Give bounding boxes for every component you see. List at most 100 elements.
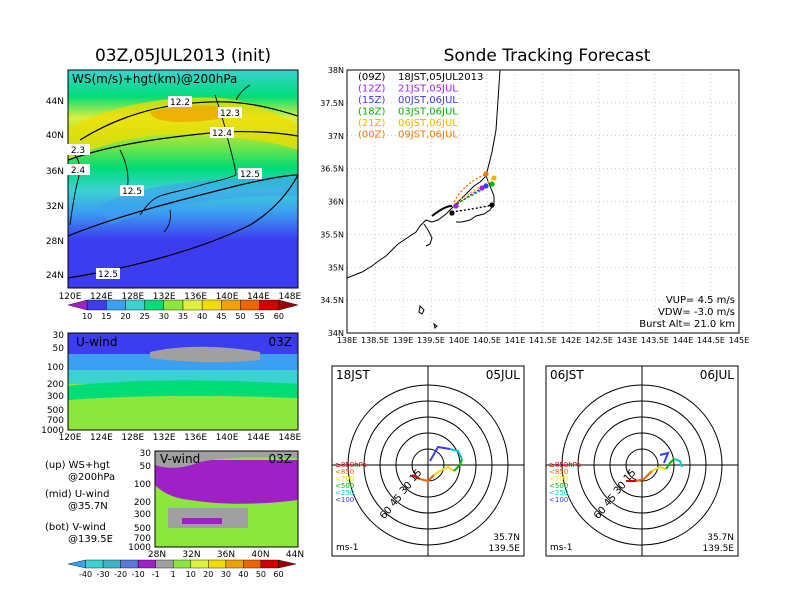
colorbar-swatch [137, 559, 156, 569]
ws-lat-tick: 40N [46, 131, 64, 141]
ws-label: WS(m/s)+hgt(km)@200hPa [72, 72, 237, 86]
u-field-jet [68, 380, 298, 400]
map-legend: (09Z) 18JST,05JUL2013 (12Z) 21JST,05JUL (15Z… [358, 72, 483, 141]
legend-note-sub: @200hPa [68, 472, 115, 483]
colorbar-swatch [240, 299, 260, 311]
colorbar-swatch [102, 559, 121, 569]
colorbar-swatch [85, 559, 104, 569]
u-label: U-wind [76, 335, 117, 349]
map-lon-tick: 140E [449, 336, 469, 345]
map-lat-tick: 34N [328, 329, 344, 338]
map-legend-time: 00JST,06JUL [398, 95, 458, 106]
colorbar-label: -10 [132, 570, 145, 579]
colorbar-swatch [120, 559, 139, 569]
colorbar-swatch [125, 299, 145, 311]
v-lat-tick: 40N [251, 550, 269, 560]
ws-contour-1 [79, 101, 298, 141]
map-legend-code: (00Z) [358, 130, 385, 141]
contour-label-text: 2.3 [71, 146, 85, 156]
map-lon-tick: 141E [505, 336, 525, 345]
map-lon-tick: 145E [729, 336, 749, 345]
u-lon-tick: 124E [90, 433, 113, 443]
map-lat-tick: 37N [328, 132, 344, 141]
colorbar-swatch [144, 299, 165, 311]
right-title: Sonde Tracking Forecast [444, 46, 651, 66]
sonde-tracks [431, 171, 497, 217]
colorbar-label: 60 [274, 312, 284, 321]
map-coastline [347, 70, 501, 329]
hodograph-lat: 35.7N [707, 533, 734, 543]
u-time: 03Z [269, 335, 293, 349]
hodograph-trace [651, 465, 667, 472]
v-pressure-tick: 1000 [128, 543, 151, 553]
v-time: 03Z [269, 452, 293, 466]
sonde-position [479, 185, 485, 191]
contour-label-text: 12.2 [170, 98, 190, 108]
map-lon-tick: 142E [561, 336, 581, 345]
map-legend-code: (15Z) [358, 95, 385, 106]
u-lon-tick: 148E [278, 433, 301, 443]
hodograph-level-label: <850 [549, 468, 568, 476]
ws-lat-tick: 36N [46, 167, 64, 177]
hodograph-level-label: ≥850hPa [549, 461, 581, 469]
contour-label: 12.5 [120, 185, 144, 197]
colorbar-swatch [106, 299, 126, 311]
hodograph-lon: 139.5E [489, 544, 521, 554]
hodograph-level-label: ≥850hPa [335, 461, 367, 469]
contour-label: 12.2 [168, 96, 192, 108]
u-lon-tick: 132E [153, 433, 176, 443]
ws-contour-3 [68, 174, 298, 237]
colorbar-swatch [201, 299, 222, 311]
ws-lon-tick: 136E [184, 292, 207, 302]
ws-lon-tick: 132E [153, 292, 176, 302]
colorbar-swatch [86, 299, 107, 311]
sonde-position [491, 175, 497, 181]
u-lon-tick: 144E [247, 433, 270, 443]
ws-contour-2 [68, 130, 298, 161]
colorbar-label: 25 [140, 312, 150, 321]
map-legend-code: (18Z) [358, 107, 385, 118]
map-lat-tick: 35N [328, 263, 344, 272]
colorbar-label: -20 [114, 570, 127, 579]
legend-note-sub: @139.5E [68, 534, 113, 545]
map-lon-tick: 139.5E [417, 336, 445, 345]
contour-label-text: 12.5 [98, 270, 118, 280]
sonde-position [483, 171, 489, 177]
colorbar-label: 10 [186, 570, 196, 579]
u-pressure-tick: 100 [47, 363, 64, 373]
v-pressure-tick: 500 [134, 524, 151, 534]
map-legend-time: 18JST,05JUL2013 [398, 72, 483, 83]
ws-contour-labels: 12.2 12.3 12.4 2.3 2.4 12.5 12.5 12.5 [66, 96, 262, 280]
u-pressure-tick: 1000 [41, 426, 64, 436]
colorbar-label: -40 [79, 570, 92, 579]
ws-frame [67, 69, 299, 289]
legend-note-sub: @35.7N [68, 501, 108, 512]
hodograph-trace [659, 451, 670, 464]
colorbar-swatch [67, 559, 86, 569]
hodograph-level-label: <500 [549, 482, 568, 490]
contour-label: 2.4 [66, 164, 90, 176]
sonde-track [451, 204, 493, 213]
hodograph-trace [419, 474, 435, 483]
v-pressure-tick: 100 [134, 480, 151, 490]
colorbar-swatch [260, 559, 279, 569]
map-legend-code: (12Z) [358, 84, 385, 95]
hodograph-trace [673, 458, 683, 468]
hodograph-lon: 139.5E [703, 544, 735, 554]
sonde-position [489, 181, 495, 187]
launch-parameter: VUP= 4.5 m/s [666, 295, 735, 306]
colorbar-swatch [225, 559, 244, 569]
contour-label-box [238, 168, 262, 179]
u-field-mid2 [68, 370, 298, 384]
contour-label: 12.4 [210, 127, 234, 139]
colorbar-label: 50 [235, 312, 245, 321]
map-lat-tick: 38N [328, 66, 344, 75]
hodograph-level-label: <250 [335, 489, 354, 497]
colorbar-label: -30 [97, 570, 110, 579]
u-lon-tick: 128E [121, 433, 144, 443]
legend-note-head: (mid) U-wind [45, 489, 109, 500]
hodograph-trace [449, 448, 463, 460]
sonde-track [453, 173, 487, 203]
